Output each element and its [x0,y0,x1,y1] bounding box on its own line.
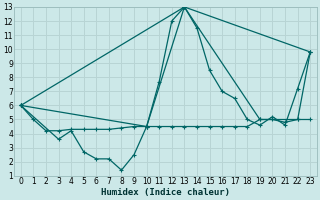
X-axis label: Humidex (Indice chaleur): Humidex (Indice chaleur) [101,188,230,197]
